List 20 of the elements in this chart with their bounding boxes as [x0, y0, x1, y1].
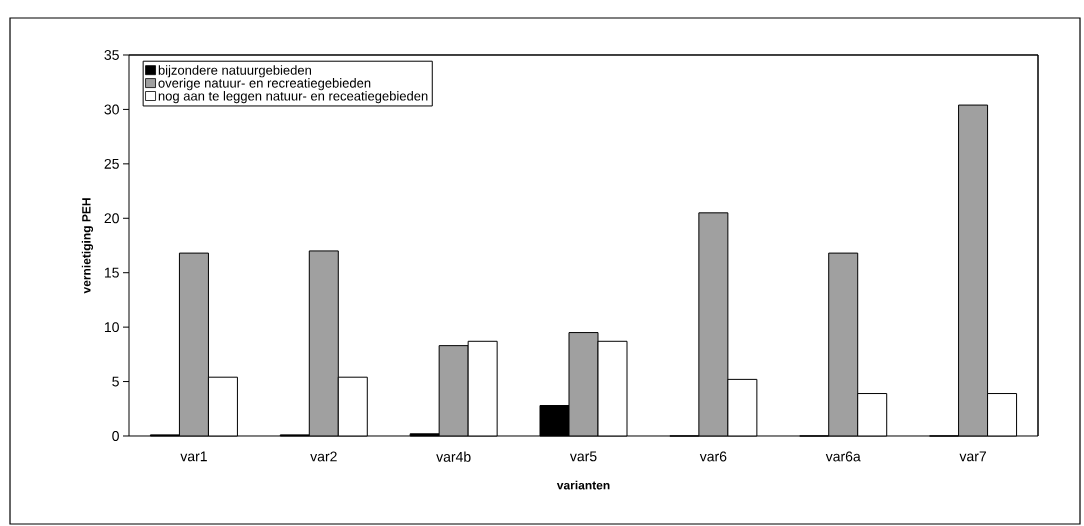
y-tick-label: 25	[104, 158, 119, 169]
x-tick-label: var4b	[436, 451, 471, 462]
y-tick-label: 10	[104, 322, 119, 333]
legend-label: overige natuur- en recreatiegebieden	[158, 78, 371, 91]
y-tick-label: 0	[112, 431, 119, 441]
x-tick-label: var1	[180, 451, 207, 462]
x-tick-label: var6a	[825, 451, 861, 462]
x-axis-title: varianten	[556, 480, 610, 490]
legend-label: bijzondere natuurgebieden	[158, 65, 311, 78]
y-axis-title: vernietiging PEH	[81, 198, 94, 294]
x-tick-label: var6	[699, 451, 727, 462]
x-tick-label: var2	[310, 451, 337, 462]
x-tick-label: var5	[569, 451, 597, 462]
y-tick-label: 5	[112, 376, 119, 387]
legend-label: nog aan te leggen natuur- en receatiegebieden	[158, 91, 428, 104]
y-tick-label: 15	[104, 267, 119, 278]
x-tick-label: var7	[959, 451, 986, 462]
y-tick-label: 20	[104, 213, 119, 224]
y-tick-label: 30	[104, 104, 119, 115]
y-tick-label: 35	[104, 50, 119, 60]
